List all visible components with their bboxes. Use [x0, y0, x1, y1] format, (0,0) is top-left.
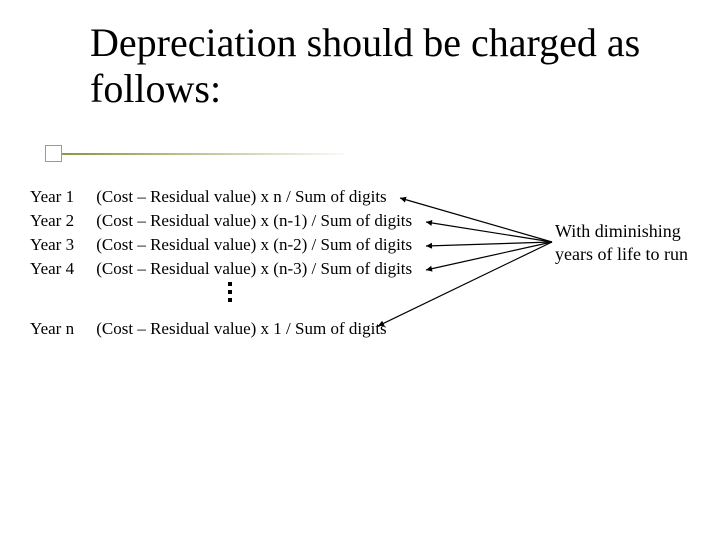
- formula-row: Year 4 (Cost – Residual value) x (n-3) /…: [30, 257, 412, 281]
- formula-text: (Cost – Residual value) x (n-2) / Sum of…: [96, 235, 412, 254]
- formula-row-final: Year n (Cost – Residual value) x 1 / Sum…: [30, 317, 412, 341]
- annotation-text: With diminishing years of life to run: [555, 220, 715, 265]
- formula-row: Year 2 (Cost – Residual value) x (n-1) /…: [30, 209, 412, 233]
- title-underline: [45, 153, 345, 155]
- year-label: Year 4: [30, 257, 92, 281]
- page-title: Depreciation should be charged as follow…: [90, 20, 650, 112]
- ellipsis-dots: [228, 282, 232, 302]
- year-label: Year n: [30, 317, 92, 341]
- title-bullet-box: [45, 145, 62, 162]
- year-label: Year 1: [30, 185, 92, 209]
- year-label: Year 2: [30, 209, 92, 233]
- formula-text: (Cost – Residual value) x (n-1) / Sum of…: [96, 211, 412, 230]
- formula-row: Year 3 (Cost – Residual value) x (n-2) /…: [30, 233, 412, 257]
- formula-row: Year 1 (Cost – Residual value) x n / Sum…: [30, 185, 412, 209]
- formula-list: Year 1 (Cost – Residual value) x n / Sum…: [30, 185, 412, 341]
- formula-text: (Cost – Residual value) x (n-3) / Sum of…: [96, 259, 412, 278]
- formula-text: (Cost – Residual value) x n / Sum of dig…: [96, 187, 386, 206]
- year-label: Year 3: [30, 233, 92, 257]
- formula-text: (Cost – Residual value) x 1 / Sum of dig…: [96, 319, 386, 338]
